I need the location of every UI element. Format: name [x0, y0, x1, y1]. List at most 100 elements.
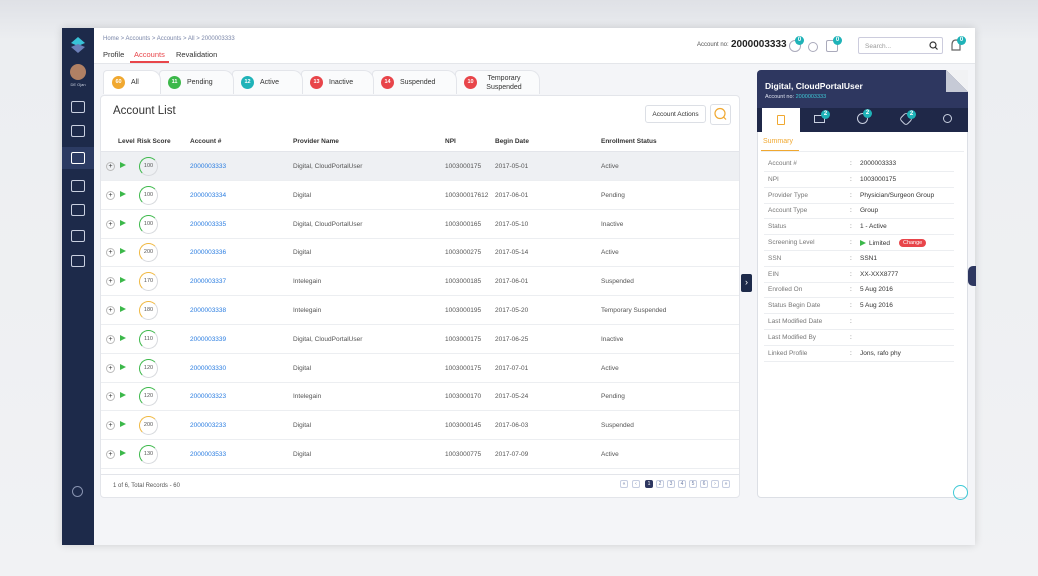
summary-tab[interactable]: Summary [763, 138, 793, 145]
table-row[interactable]: +130 2000003533 Digital 1003000775 2017-07-0… [101, 440, 739, 469]
page-first[interactable]: « [620, 480, 628, 488]
search-box[interactable]: Search... [858, 37, 943, 54]
user-name: DE Ojan [70, 82, 86, 87]
panel-tab-active[interactable] [762, 108, 800, 132]
summary-divider [761, 151, 964, 152]
status-tab[interactable]: 60 All [103, 70, 161, 94]
field-label: NPI [768, 175, 779, 183]
account-link[interactable]: 2000003337 [190, 278, 227, 286]
top-tab[interactable]: Revalidation [176, 50, 218, 59]
expand-button[interactable]: + [106, 306, 115, 315]
field-divider [764, 329, 954, 330]
nav-report[interactable] [71, 204, 85, 216]
status-tab[interactable]: 13 Inactive [301, 70, 374, 94]
account-link[interactable]: 2000003323 [190, 393, 227, 401]
page-number[interactable]: 6 [700, 480, 708, 488]
icon-btn[interactable]: 0 [789, 36, 804, 52]
field-divider [764, 186, 954, 188]
table-row[interactable]: +100 2000003334 Digital 100300017612 2017-06… [101, 181, 739, 210]
account-link[interactable]: 2000003336 [190, 249, 227, 257]
table-row[interactable]: +110 2000003339 Digital, CloudPortalUser 10… [101, 325, 739, 354]
column-header[interactable]: Risk Score [137, 138, 171, 145]
status-tab[interactable]: 10 Temporary Suspended [455, 70, 540, 94]
expand-button[interactable]: + [106, 190, 115, 200]
npi: 1003000145 [445, 422, 482, 430]
panel-tab[interactable] [943, 114, 952, 123]
field-divider [764, 250, 954, 251]
page-number[interactable]: 1 [645, 480, 653, 488]
expand-button[interactable]: + [106, 421, 115, 431]
expand-button[interactable]: + [106, 334, 115, 344]
power[interactable] [72, 486, 83, 497]
avatar[interactable] [70, 64, 86, 80]
account-link[interactable]: 2000003533 [190, 451, 227, 458]
nav-doc[interactable] [71, 180, 85, 192]
table-row[interactable]: +170 2000003337 Intelegain 1003000185 2017-0… [101, 267, 739, 297]
nav-accounts[interactable] [71, 152, 85, 164]
page-prev[interactable]: ‹ [632, 480, 640, 488]
expand-button[interactable]: + [106, 219, 115, 229]
actions-button[interactable]: Account Actions [645, 105, 706, 123]
column-header[interactable]: Level [118, 138, 135, 145]
table-row[interactable]: +200 2000003336 Digital 1003000275 2017-05-1… [101, 238, 739, 268]
table-row[interactable]: +120 2000003323 Intelegain 1003000170 2017-0… [101, 382, 739, 412]
breadcrumb[interactable]: Home > Accounts > Accounts > All > 20000… [103, 36, 235, 42]
panel-tab[interactable]: 2 [857, 109, 872, 124]
table-row[interactable]: +200 2000003233 Digital 1003000145 2017-06-0… [101, 411, 739, 441]
status-tab[interactable]: 14 Suspended [372, 70, 457, 94]
provider-name: Intelegain [293, 278, 322, 286]
column-header[interactable]: Account # [190, 138, 222, 145]
top-tab[interactable]: Profile [103, 50, 125, 59]
nav-home[interactable] [71, 101, 85, 113]
expand-button[interactable]: + [106, 248, 115, 258]
expand-button[interactable]: + [106, 162, 115, 171]
change-button[interactable]: Change [898, 239, 927, 247]
nav-mail[interactable] [71, 230, 85, 242]
npi: 1003000185 [445, 278, 482, 286]
account-link[interactable]: 2000003233 [190, 422, 227, 430]
page-last[interactable]: » [722, 480, 730, 488]
top-tab-active[interactable]: Accounts [134, 50, 165, 59]
table-row[interactable]: +180 2000003338 Intelegain 1003000195 2017-0… [101, 296, 739, 325]
account-link[interactable]: 2000003338 [190, 307, 227, 314]
icon-btn[interactable]: 0 [826, 36, 842, 52]
page-number[interactable]: 2 [656, 480, 664, 488]
table-row[interactable]: +100 2000003333 Digital, CloudPortalUser 10… [101, 152, 739, 181]
field-separator: : [850, 207, 852, 215]
page-number[interactable]: 3 [667, 480, 675, 488]
column-header[interactable]: NPI [445, 138, 456, 145]
enrollment-status: Active [601, 364, 619, 372]
account-link[interactable]: 2000003333 [190, 163, 227, 170]
column-header[interactable]: Provider Name [293, 138, 339, 145]
account-link[interactable]: 2000003339 [190, 335, 227, 343]
expand-button[interactable]: + [106, 363, 115, 373]
table-row[interactable]: +100 2000003335 Digital, CloudPortalUser 10… [101, 210, 739, 239]
level-flag [120, 450, 126, 456]
status-tab[interactable]: 12 Active [232, 70, 303, 94]
enrollment-status: Temporary Suspended [601, 307, 667, 314]
expand-button[interactable]: + [106, 277, 115, 287]
account-link[interactable]: 2000003330 [190, 364, 227, 372]
page-number[interactable]: 4 [678, 480, 686, 488]
account-link[interactable]: 2000003335 [190, 220, 227, 228]
list-search[interactable] [710, 104, 731, 125]
column-header[interactable]: Begin Date [495, 138, 529, 145]
status-tab[interactable]: 11 Pending [159, 70, 234, 94]
field-text: 2000003333 [860, 160, 897, 167]
panel-tab[interactable]: 2 [814, 110, 830, 123]
chat-button[interactable] [953, 485, 968, 500]
side-handle[interactable] [968, 266, 976, 286]
icon-btn[interactable]: 0 [808, 42, 818, 52]
page-next[interactable]: › [711, 480, 719, 488]
collapse-arrow[interactable]: › [741, 274, 752, 292]
nav-admin[interactable] [71, 255, 85, 267]
expand-button[interactable]: + [106, 392, 115, 402]
provider-name: Digital, CloudPortalUser [293, 220, 363, 228]
table-row[interactable]: +120 2000003330 Digital 1003000175 2017-07-0… [101, 354, 739, 383]
column-header[interactable]: Enrollment Status [601, 138, 657, 145]
nav-clipboard[interactable] [71, 125, 85, 137]
page-number[interactable]: 5 [689, 480, 697, 488]
begin-date: 2017-05-20 [495, 307, 529, 314]
account-link[interactable]: 2000003334 [190, 191, 227, 199]
expand-button[interactable]: + [106, 450, 115, 459]
